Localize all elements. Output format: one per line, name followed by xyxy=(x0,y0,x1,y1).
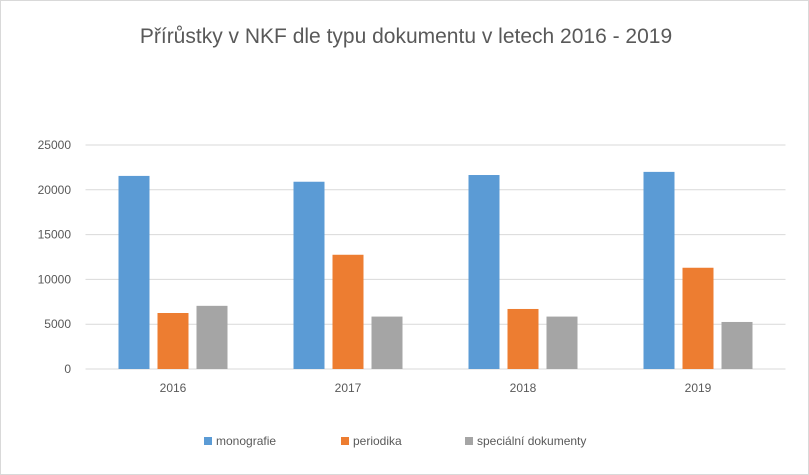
y-tick-label: 0 xyxy=(64,362,71,376)
bar-periodika-2017 xyxy=(332,254,364,369)
legend-marker xyxy=(204,437,212,445)
legend-label: monografie xyxy=(216,434,276,448)
bar-monografie-2016 xyxy=(118,175,150,369)
x-tick-label: 2019 xyxy=(685,381,712,395)
chart-title: Přírůstky v NKF dle typu dokumentu v let… xyxy=(140,25,672,48)
y-tick-label: 25000 xyxy=(38,138,72,152)
legend-label: periodika xyxy=(353,434,402,448)
y-tick-label: 5000 xyxy=(44,317,71,331)
x-tick-label: 2018 xyxy=(510,381,537,395)
bar-speciální-dokumenty-2019 xyxy=(721,321,753,369)
bar-monografie-2019 xyxy=(643,171,675,369)
x-tick-label: 2016 xyxy=(160,381,187,395)
y-tick-label: 15000 xyxy=(38,228,72,242)
bar-speciální-dokumenty-2016 xyxy=(196,305,228,369)
bar-speciální-dokumenty-2017 xyxy=(371,316,403,369)
y-tick-label: 20000 xyxy=(38,183,72,197)
bar-monografie-2018 xyxy=(468,175,500,369)
bar-periodika-2018 xyxy=(507,308,539,369)
bar-periodika-2019 xyxy=(682,267,714,369)
legend-marker xyxy=(465,437,473,445)
x-tick-label: 2017 xyxy=(335,381,362,395)
y-tick-label: 10000 xyxy=(38,272,72,286)
legend-label: speciální dokumenty xyxy=(477,434,586,448)
bar-periodika-2016 xyxy=(157,313,189,369)
legend-marker xyxy=(341,437,349,445)
bar-monografie-2017 xyxy=(293,181,325,369)
bar-speciální-dokumenty-2018 xyxy=(546,316,578,369)
